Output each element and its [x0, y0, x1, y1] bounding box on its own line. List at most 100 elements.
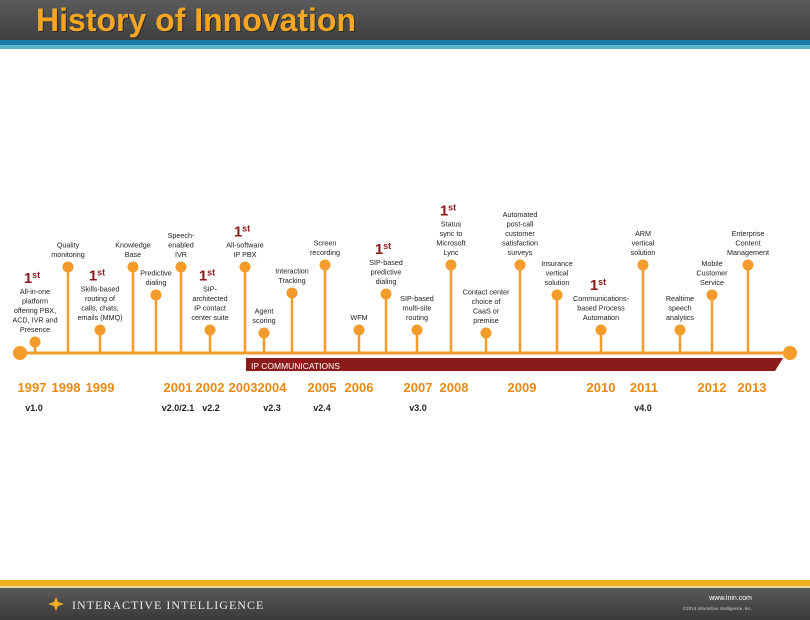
event-label-line: IVR — [175, 250, 187, 259]
footer-stripe-light — [0, 586, 810, 588]
first-badge-number: 1 — [89, 268, 97, 285]
event-label-survey: Automated post-call customer satisfaction su… — [502, 210, 538, 257]
first-badge: 1st — [199, 268, 215, 285]
year-label: 2006 — [345, 380, 374, 395]
event-label-sip-cc: SIP-architected IP contact center suite — [191, 285, 228, 323]
event-label-line: Automated — [503, 210, 538, 219]
version-label: v3.0 — [409, 403, 427, 413]
event-label-line: ARM — [635, 229, 651, 238]
year-label: 2007 — [404, 380, 433, 395]
event-marker — [380, 288, 392, 300]
header-bar: History of Innovation — [0, 0, 810, 40]
first-badge-number: 1 — [590, 277, 598, 294]
year-label: 2001 — [164, 380, 193, 395]
version-label: v2.0/2.1 — [162, 403, 195, 413]
event-label-line: Insurance — [541, 259, 573, 268]
footer-stripe — [0, 580, 810, 586]
event-label-arm: ARM vertical solution — [631, 229, 656, 257]
event-label-line: Contact center — [463, 288, 510, 297]
event-marker — [637, 259, 649, 271]
event-label-line: Predictive — [140, 269, 172, 278]
event-label-line: Customer — [696, 269, 728, 278]
event-marker — [551, 289, 563, 301]
event-label-line: dialing — [146, 278, 167, 287]
event-label-line: architected — [192, 294, 227, 303]
first-badge-suffix: st — [32, 270, 40, 280]
event-label-line: SIP-based — [400, 294, 434, 303]
event-marker — [204, 324, 216, 336]
event-label-caas: Contact center choice of CaaS or premise — [463, 288, 510, 326]
year-label: 2010 — [587, 380, 616, 395]
event-marker — [514, 259, 526, 271]
first-badge: 1st — [24, 270, 40, 287]
version-label: v4.0 — [634, 403, 652, 413]
event-marker — [150, 289, 162, 301]
first-badge-number: 1 — [199, 268, 207, 285]
year-label: 2005 — [308, 380, 337, 395]
event-label-predictive: Predictive dialing — [140, 269, 172, 288]
event-label-line: Quality — [57, 241, 80, 250]
event-marker — [674, 324, 686, 336]
year-label: 2012 — [698, 380, 727, 395]
event-label-line: Enterprise — [732, 229, 765, 238]
event-label-line: Speech- — [168, 231, 195, 240]
event-label-kb: Knowledge Base — [115, 241, 151, 260]
event-label-line: Microsoft — [436, 239, 465, 248]
event-label-line: emails (MMQ) — [77, 313, 122, 322]
version-label: v2.2 — [202, 403, 220, 413]
event-label-all-in-one: All-in-one platform offering PBX, ACD, IVR … — [12, 287, 57, 334]
event-label-line: Mobile — [701, 259, 722, 268]
event-label-line: Presence — [20, 325, 50, 334]
event-label-line: calls, chats, — [81, 304, 119, 313]
event-label-line: post-call — [507, 220, 534, 229]
first-badge: 1st — [375, 241, 391, 258]
version-label: v1.0 — [25, 403, 43, 413]
event-label-line: platform — [22, 297, 48, 306]
event-label-tracking: Interaction Tracking — [275, 267, 309, 286]
event-label-line: routing of — [85, 294, 115, 303]
event-label-line: center suite — [191, 313, 228, 322]
first-badge-number: 1 — [234, 224, 242, 241]
year-label: 2003 — [229, 380, 258, 395]
event-label-line: surveys — [508, 248, 533, 257]
event-marker — [258, 327, 270, 339]
event-marker — [239, 261, 251, 273]
company-logo-icon — [48, 597, 64, 611]
event-label-line: All-in-one — [20, 287, 50, 296]
event-label-ippbx: All-software IP PBX — [226, 241, 264, 260]
event-label-screen: Screen recording — [310, 239, 340, 258]
event-label-line: Screen — [314, 239, 337, 248]
event-marker — [480, 327, 492, 339]
first-badge: 1st — [590, 277, 606, 294]
event-label-bpa: Communications-based Process Automation — [573, 294, 630, 322]
page-title: History of Innovation — [36, 2, 356, 38]
event-label-mobile: Mobile Customer Service — [696, 259, 728, 287]
event-label-lync: Status sync to Microsoft Lync — [436, 220, 465, 258]
event-label-line: Automation — [583, 313, 619, 322]
event-marker — [62, 261, 74, 273]
first-badge-number: 1 — [375, 241, 383, 258]
event-marker — [595, 324, 607, 336]
event-marker — [127, 261, 139, 273]
header-stripe-accent — [0, 45, 810, 49]
event-label-line: satisfaction — [502, 239, 538, 248]
event-label-line: Realtime — [666, 294, 694, 303]
footer-url[interactable]: www.inin.com — [709, 595, 752, 602]
event-label-line: IP contact — [194, 304, 226, 313]
footer-copyright: ©2014 Interactive Intelligence, Inc. — [682, 606, 752, 611]
year-label: 2002 — [196, 380, 225, 395]
first-badge-suffix: st — [383, 241, 391, 251]
event-marker — [175, 261, 187, 273]
event-label-line: scoring — [252, 316, 275, 325]
event-label-line: sync to — [440, 229, 463, 238]
version-label: v2.4 — [313, 403, 331, 413]
first-badge-suffix: st — [242, 224, 250, 234]
header-stripe — [0, 40, 810, 45]
event-label-skills: Skills-based routing of calls, chats, email… — [77, 285, 122, 323]
event-marker — [445, 259, 457, 271]
event-label-speech-analytics: Realtime speech analytics — [666, 294, 695, 322]
event-label-line: ACD, IVR and — [12, 316, 57, 325]
timeline-end-dot — [783, 346, 797, 360]
event-label-line: dialing — [376, 277, 397, 286]
event-marker — [94, 324, 106, 336]
